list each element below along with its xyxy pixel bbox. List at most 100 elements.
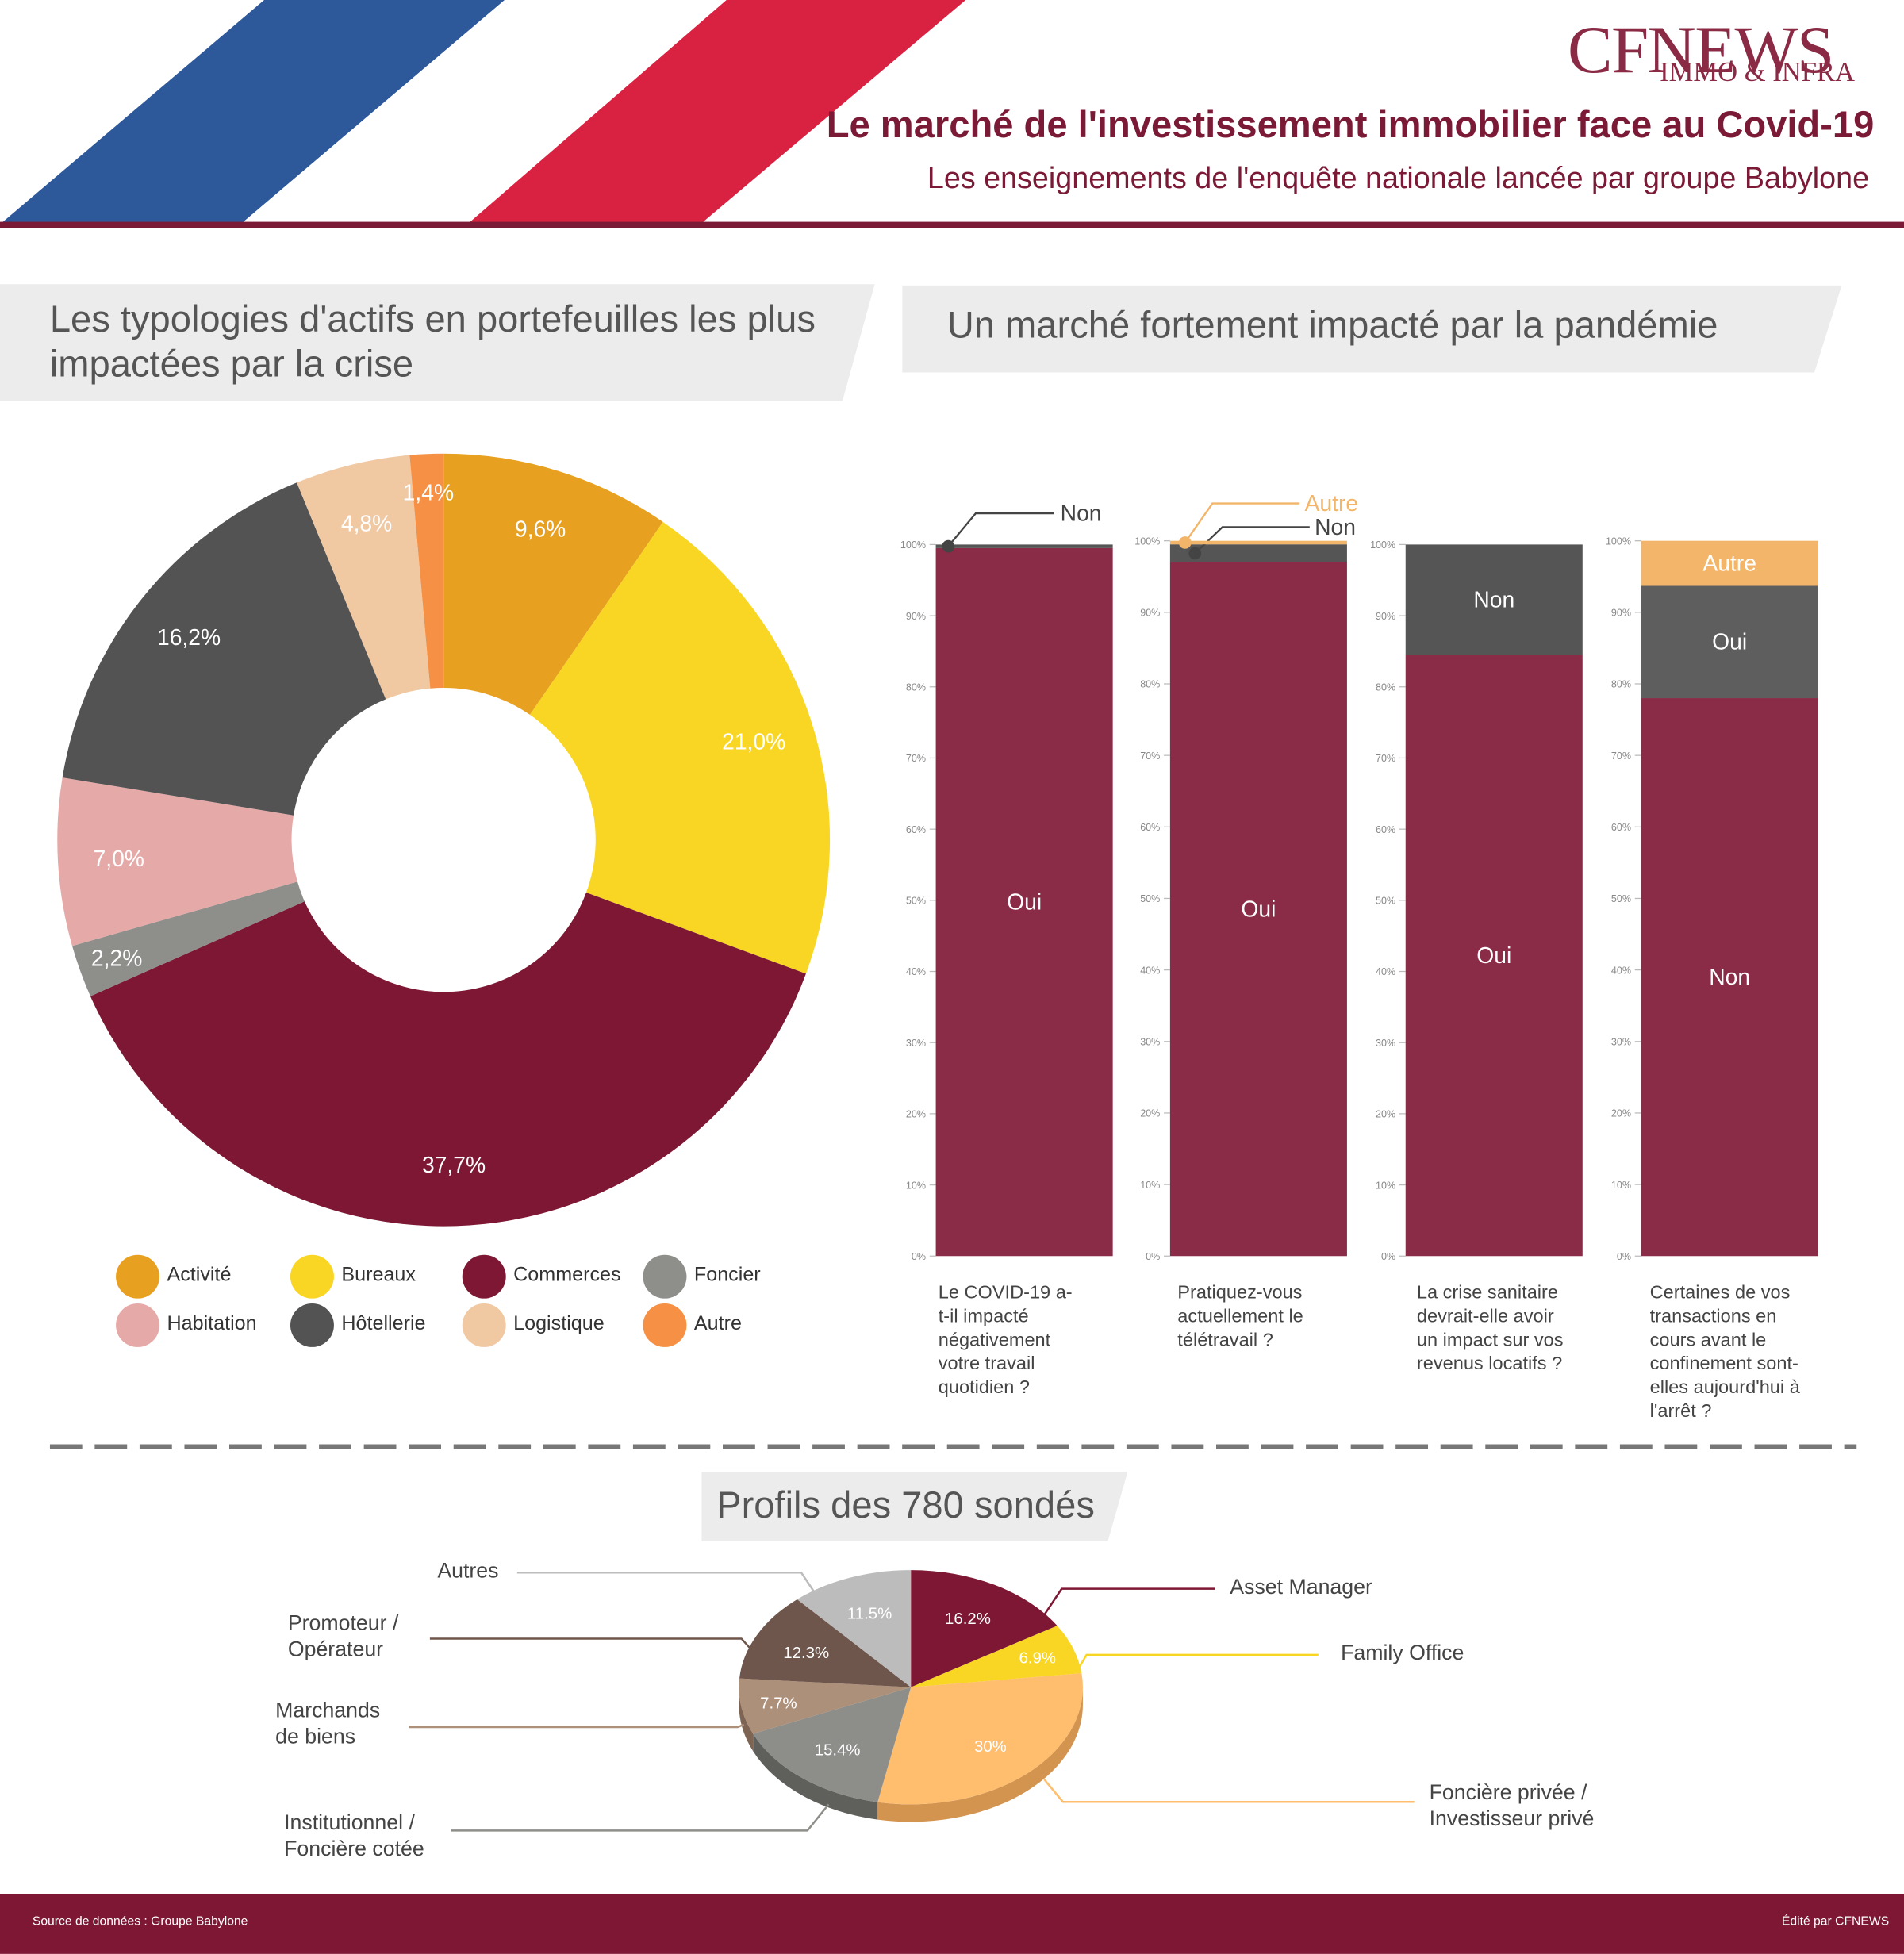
- bar-1-label-oui: Oui: [1007, 889, 1042, 914]
- y-tick-label: 70%: [1140, 751, 1160, 762]
- legend-label-logistique: Logistique: [513, 1313, 605, 1335]
- flag-stripe-red: [467, 0, 966, 225]
- pie3d-label-family-office: 6.9%: [1019, 1650, 1057, 1668]
- y-tick-label: 20%: [1376, 1109, 1395, 1120]
- donut-slice-habitation: [57, 777, 298, 946]
- y-tick-label: 100%: [1370, 539, 1395, 551]
- profile-label-fonciere-privee-investisseur-prive: Foncière privée / Investisseur privé: [1429, 1780, 1595, 1831]
- bar-3-label-oui: Oui: [1476, 942, 1511, 968]
- footer-edited: Édité par CFNEWS: [1781, 1915, 1890, 1929]
- donut-label-hotellerie: 16,2%: [157, 624, 221, 650]
- donut-label-autre: 1,4%: [403, 479, 454, 505]
- donut-label-activite: 9,6%: [515, 516, 566, 541]
- legend-swatch-hotellerie: [290, 1303, 334, 1347]
- pie3d-label-promoteur-operateur: 12.3%: [783, 1645, 829, 1662]
- dashed-separator: [49, 1444, 1857, 1449]
- pie3d-label-asset-manager: 16.2%: [945, 1610, 991, 1628]
- bar-1-label-non: Non: [1061, 501, 1102, 526]
- pie3d-slice-fonciere-privee-investisseur-prive: [877, 1673, 1083, 1805]
- bar-2-segment-autre: [1169, 540, 1347, 545]
- bar-4-segment-autre: [1641, 540, 1818, 586]
- leader-line-marchands-de-biens: [409, 1723, 745, 1729]
- leader-line-institutionnel-fonciere-cotee: [451, 1803, 830, 1832]
- y-tick-label: 70%: [1376, 753, 1395, 764]
- pie3d-slice-institutionnel-fonciere-cotee: [753, 1687, 912, 1802]
- pie3d-slice-promoteur-operateur: [739, 1599, 912, 1687]
- y-tick-label: 50%: [1140, 893, 1160, 904]
- bar-2-label-autre: Autre: [1305, 490, 1359, 516]
- pie3d-slice-autres: [797, 1570, 912, 1687]
- donut-slice-commerces: [90, 893, 806, 1227]
- profile-label-promoteur-operateur: Promoteur / Opérateur: [287, 1610, 399, 1661]
- bar-4-label-non: Non: [1709, 964, 1750, 989]
- pie3d-slice-family-office: [911, 1626, 1082, 1687]
- donut-label-commerces: 37,7%: [422, 1152, 486, 1177]
- legend-swatch-autre: [643, 1303, 687, 1347]
- bar-3-segment-non: [1405, 544, 1583, 655]
- legend-label-bureaux: Bureaux: [341, 1265, 416, 1286]
- pie3d-side-fonciere-privee-investisseur-prive: [877, 1687, 1083, 1822]
- legend-label-commerces: Commerces: [513, 1265, 621, 1286]
- pie3d-side-institutionnel-fonciere-cotee: [753, 1733, 878, 1820]
- y-tick-label: 20%: [1140, 1108, 1160, 1119]
- legend-swatch-commerces: [462, 1254, 506, 1299]
- bar-4-segment-oui: [1641, 585, 1818, 699]
- profile-label-asset-manager: Asset Manager: [1230, 1575, 1372, 1599]
- leader-line-fonciere-privee-investisseur-prive: [1043, 1779, 1415, 1803]
- leader-line-asset-manager: [1041, 1587, 1215, 1620]
- profiles-pie-chart: 16.2% 6.9% 30% 15.4% 7.7% 12.3% 11.5%: [409, 1570, 1415, 1832]
- y-tick-label: 60%: [906, 824, 926, 835]
- section-title-market-impact: Un marché fortement impacté par la pandé…: [946, 305, 1718, 347]
- donut-slice-autre: [409, 453, 444, 689]
- y-tick-label: 30%: [1140, 1037, 1160, 1048]
- y-tick-label: 10%: [1611, 1180, 1631, 1191]
- y-tick-label: 60%: [1611, 822, 1631, 833]
- bar-4-label-autre: Autre: [1702, 551, 1756, 576]
- y-tick-label: 10%: [1376, 1180, 1395, 1191]
- bar-2-label-non: Non: [1315, 514, 1356, 539]
- section-title-profiles: Profils des 780 sondés: [716, 1485, 1095, 1527]
- bar-question-3: La crise sanitaire devrait-elle avoir un…: [1416, 1282, 1564, 1375]
- logo-subtext: IMMO & INFRA: [1660, 56, 1855, 87]
- y-tick-label: 30%: [1611, 1037, 1631, 1048]
- y-tick-label: 40%: [1611, 965, 1631, 976]
- y-tick-label: 90%: [1140, 608, 1160, 619]
- bar-question-2: Pratiquez-vous actuellement le télétrava…: [1177, 1282, 1303, 1351]
- donut-chart-asset-types: 9,6% 21,0% 37,7% 2,2% 7,0% 16,2% 4,8% 1,4%: [57, 453, 831, 1227]
- y-tick-label: 40%: [1376, 966, 1395, 977]
- bar-question-4: Certaines de vos transactions en cours a…: [1649, 1282, 1800, 1422]
- left-title-banner: [0, 284, 875, 401]
- pie3d-label-fonciere-privee-investisseur-prive: 30%: [974, 1738, 1007, 1756]
- callout-line: [1194, 526, 1310, 555]
- y-tick-label: 20%: [906, 1109, 926, 1120]
- pie3d-slice-marchands-de-biens: [739, 1678, 912, 1734]
- y-tick-label: 50%: [906, 896, 926, 907]
- y-tick-label: 40%: [1140, 965, 1160, 976]
- y-tick-label: 100%: [1606, 536, 1631, 547]
- flag-stripe-blue: [0, 0, 505, 225]
- bar-2-label-oui: Oui: [1241, 896, 1276, 921]
- y-tick-label: 30%: [906, 1038, 926, 1049]
- y-tick-label: 0%: [1146, 1251, 1160, 1262]
- pie3d-label-autres: 11.5%: [847, 1606, 892, 1623]
- legend-label-activite: Activité: [167, 1265, 232, 1286]
- page-subtitle: Les enseignements de l'enquête nationale…: [927, 162, 1870, 196]
- y-tick-label: 60%: [1140, 822, 1160, 833]
- legend-label-foncier: Foncier: [693, 1265, 761, 1286]
- bar-3-label-non: Non: [1473, 586, 1514, 612]
- bar-2-segment-non: [1169, 544, 1347, 562]
- donut-label-logistique: 4,8%: [341, 511, 392, 536]
- y-tick-label: 10%: [906, 1180, 926, 1191]
- pie3d-side-marchands-de-biens: [739, 1687, 754, 1752]
- donut-label-bureaux: 21,0%: [722, 728, 785, 754]
- donut-slice-bureaux: [529, 521, 831, 974]
- bar-question-1: Le COVID-19 a-t-il impacté négativement …: [938, 1282, 1073, 1399]
- legend-label-habitation: Habitation: [167, 1313, 257, 1335]
- y-tick-label: 0%: [1617, 1251, 1631, 1262]
- leader-line-family-office: [1078, 1653, 1319, 1668]
- y-tick-label: 80%: [906, 681, 926, 693]
- bar-3-segment-oui: [1405, 655, 1583, 1257]
- legend-label-hotellerie: Hôtellerie: [341, 1313, 426, 1335]
- bar-2-segment-oui: [1169, 562, 1347, 1257]
- flag-stripe-white: [240, 0, 727, 225]
